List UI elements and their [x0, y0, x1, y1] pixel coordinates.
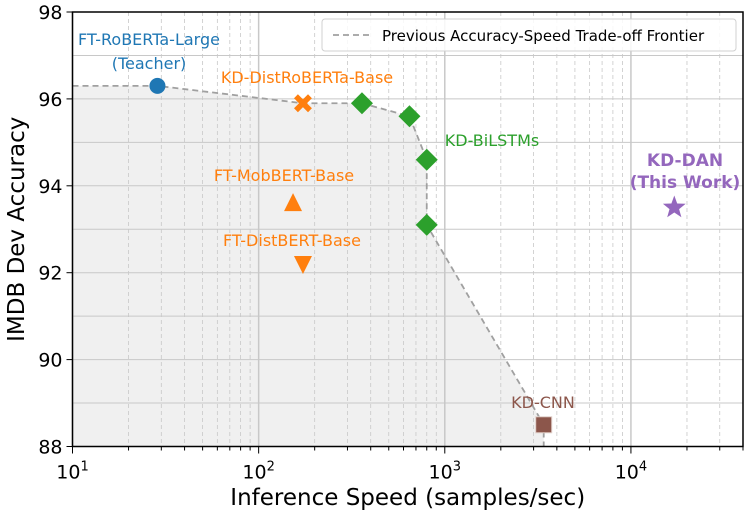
legend-entry: Previous Accuracy-Speed Trade-off Fronti…	[382, 27, 705, 45]
y-tick-label: 92	[38, 263, 62, 285]
data-point-star	[662, 195, 686, 218]
y-tick-label: 90	[38, 350, 62, 372]
data-point-square	[535, 416, 553, 434]
data-point-diamond	[415, 213, 438, 236]
y-tick-label: 96	[38, 89, 62, 111]
y-tick-label: 88	[38, 437, 62, 459]
series-label: (Teacher)	[112, 54, 187, 73]
data-point-circle	[149, 77, 166, 94]
series-label: KD-DistRoBERTa-Base	[221, 68, 393, 87]
data-point-diamond	[415, 148, 438, 171]
data-point-diamond	[350, 92, 373, 115]
data-point-triangle-down	[293, 256, 312, 275]
series-label: FT-MobBERT-Base	[214, 166, 354, 185]
series-label: KD-BiLSTMs	[445, 131, 539, 150]
frontier-line	[72, 84, 545, 447]
x-tick-label: 103	[429, 460, 461, 484]
data-point-x	[294, 94, 312, 113]
plot-frame	[71, 11, 744, 448]
y-tick-label: 94	[38, 176, 62, 198]
series-label: FT-RoBERTa-Large	[78, 30, 220, 49]
x-tick-label: 101	[56, 460, 88, 484]
y-tick-label: 98	[38, 2, 62, 24]
legend-box	[321, 18, 737, 52]
y-axis-label: IMDB Dev Accuracy	[4, 117, 30, 342]
data-point-triangle-up	[284, 193, 303, 212]
series-label: KD-CNN	[511, 393, 575, 412]
series-label: (This Work)	[630, 173, 741, 193]
x-tick-label: 102	[242, 460, 274, 484]
series-label: FT-DistBERT-Base	[223, 231, 361, 250]
x-tick-label: 104	[615, 460, 647, 484]
series-label: KD-DAN	[647, 151, 723, 171]
x-axis-label: Inference Speed (samples/sec)	[230, 485, 585, 511]
data-point-diamond	[398, 105, 421, 128]
